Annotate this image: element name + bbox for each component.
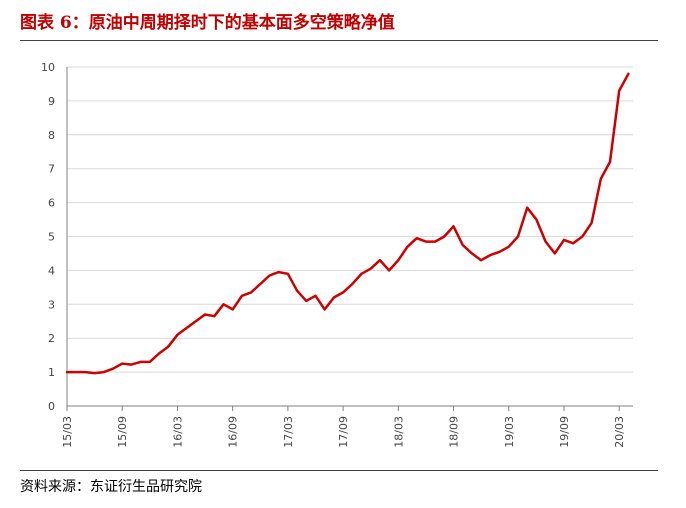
y-tick-label: 2 (48, 332, 55, 345)
x-tick-label: 19/09 (558, 416, 571, 448)
data-point (84, 371, 87, 373)
x-tick-label: 19/03 (503, 416, 516, 448)
y-tick-label: 5 (48, 231, 55, 244)
data-point (452, 225, 455, 228)
data-point (581, 235, 584, 238)
data-point (544, 240, 547, 243)
data-point (351, 283, 354, 285)
data-point (149, 361, 151, 363)
data-point (563, 239, 565, 241)
data-point (461, 244, 464, 246)
data-point (167, 345, 169, 348)
x-tick-label: 16/03 (171, 416, 184, 448)
data-point (121, 362, 123, 365)
data-point (600, 178, 602, 180)
data-point (572, 242, 574, 245)
data-point (554, 252, 556, 255)
y-tick-label: 4 (48, 264, 55, 277)
data-point (434, 240, 436, 243)
data-point (369, 267, 372, 270)
data-point (360, 273, 363, 275)
data-point (590, 222, 593, 224)
line-chart: 0 1 2 3 4 5 6 7 8 9 10 15/03 15/09 16/03 16/09 17/03 17… (41, 61, 633, 448)
data-point (471, 252, 473, 255)
y-tick-label: 7 (48, 163, 55, 176)
data-point (185, 327, 188, 329)
data-point (323, 308, 326, 311)
y-tick-label: 0 (48, 400, 55, 413)
data-point (66, 371, 68, 373)
data-point (498, 251, 501, 253)
title-rule (20, 40, 658, 41)
y-tick-label: 9 (48, 95, 55, 108)
series-line (65, 72, 630, 375)
data-point (618, 89, 620, 92)
y-tick-label: 1 (48, 366, 55, 379)
data-point (296, 289, 298, 292)
chart-title: 图表 6：原油中周期择时下的基本面多空策略净值 (20, 13, 395, 33)
data-point (508, 245, 510, 248)
data-point (204, 313, 206, 316)
data-point (379, 259, 381, 262)
data-point (443, 235, 446, 238)
source-rule (20, 470, 658, 471)
y-tick-label: 8 (48, 129, 55, 142)
data-point (268, 274, 271, 277)
data-point (176, 334, 179, 336)
data-point (480, 259, 482, 262)
data-point (287, 273, 289, 275)
x-tick-label: 15/09 (116, 416, 129, 448)
data-point (535, 218, 538, 221)
data-point (259, 283, 262, 285)
data-point (609, 161, 611, 163)
y-tick-label: 6 (48, 197, 55, 210)
data-point (415, 237, 418, 239)
data-point (397, 259, 400, 262)
data-point (627, 73, 630, 75)
data-point (526, 206, 528, 209)
x-tick-label: 20/03 (613, 416, 626, 448)
series-group (65, 72, 630, 375)
data-point (406, 245, 409, 248)
x-tick-label: 18/09 (448, 416, 461, 448)
y-tick-label: 10 (41, 61, 55, 74)
data-point (213, 315, 216, 318)
data-point (130, 363, 133, 366)
data-point (158, 352, 160, 355)
data-point (103, 371, 105, 373)
data-point (222, 303, 225, 306)
grid-lines (67, 66, 633, 373)
data-point (342, 291, 344, 294)
data-point (112, 367, 114, 370)
data-point (250, 291, 252, 294)
data-point (231, 308, 234, 311)
data-point (139, 361, 142, 363)
source-note: 资料来源：东证衍生品研究院 (20, 479, 202, 495)
x-tick-label: 17/03 (282, 416, 295, 448)
data-point (305, 300, 308, 302)
data-point (425, 240, 427, 243)
data-point (93, 372, 96, 374)
data-point (241, 295, 243, 297)
x-tick-label: 17/09 (337, 416, 350, 448)
x-tick-label: 15/03 (61, 416, 74, 448)
data-point (314, 295, 317, 297)
axes (66, 67, 633, 407)
data-point (489, 254, 492, 256)
y-tick-label: 3 (48, 298, 55, 311)
data-point (333, 296, 335, 299)
data-point (277, 271, 280, 273)
data-point (517, 235, 519, 238)
data-point (195, 320, 197, 323)
data-point (75, 371, 77, 373)
data-point (388, 269, 390, 272)
y-axis-ticks: 0 1 2 3 4 5 6 7 8 9 10 (41, 61, 55, 413)
x-tick-label: 16/09 (227, 416, 240, 448)
x-tick-label: 18/03 (392, 416, 405, 448)
x-axis-ticks: 15/03 15/09 16/03 16/09 17/03 17/09 18/03 18/09… (61, 406, 626, 448)
